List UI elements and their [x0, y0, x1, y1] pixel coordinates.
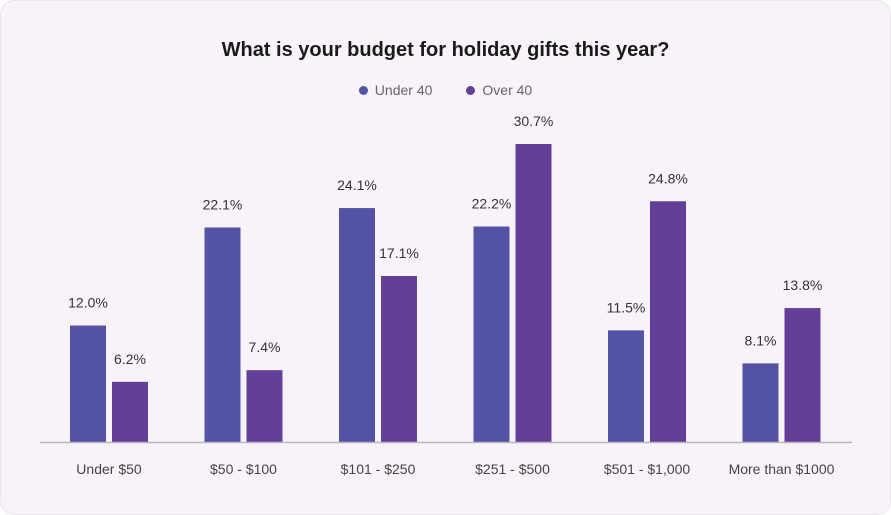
data-label-over-40-6: 13.8% [783, 277, 823, 293]
bar-under-40-5 [608, 330, 644, 442]
bar-over-40-6 [784, 308, 821, 442]
data-label-over-40-5: 24.8% [648, 170, 688, 186]
bar-under-40-1 [70, 325, 106, 442]
data-label-over-40-3: 17.1% [379, 245, 419, 261]
bar-over-40-5 [650, 201, 686, 442]
data-label-under-40-1: 12.0% [68, 295, 108, 311]
category-label-2: $50 - $100 [210, 461, 277, 477]
bar-over-40-3 [381, 276, 417, 442]
legend-swatch-under-40 [358, 85, 368, 95]
data-label-over-40-2: 7.4% [249, 339, 281, 355]
data-label-under-40-4: 22.2% [472, 196, 512, 212]
legend-label-under-40: Under 40 [374, 82, 433, 98]
bar-under-40-3 [339, 208, 375, 442]
legend-item-under-40[interactable]: Under 40 [358, 82, 433, 98]
legend-item-over-40[interactable]: Over 40 [466, 82, 532, 98]
bar-over-40-4 [515, 144, 552, 442]
bar-over-40-1 [112, 381, 148, 442]
data-label-over-40-4: 30.7% [514, 113, 554, 129]
legend-label-over-40: Over 40 [482, 82, 533, 98]
data-label-under-40-6: 8.1% [745, 332, 777, 348]
category-label-5: $501 - $1,000 [604, 461, 691, 477]
category-label-1: Under $50 [76, 461, 142, 477]
chart-title: What is your budget for holiday gifts th… [221, 39, 670, 61]
bar-under-40-2 [204, 227, 241, 442]
data-label-under-40-2: 22.1% [203, 196, 243, 212]
data-label-over-40-1: 6.2% [114, 351, 146, 367]
data-label-under-40-3: 24.1% [337, 177, 377, 193]
category-label-6: More than $1000 [729, 461, 835, 477]
bar-under-40-4 [473, 226, 510, 442]
bar-under-40-6 [742, 363, 779, 442]
category-label-4: $251 - $500 [475, 461, 550, 477]
legend-swatch-over-40 [466, 85, 476, 95]
bar-over-40-2 [246, 370, 283, 442]
category-label-3: $101 - $250 [341, 461, 416, 477]
chart-legend: Under 40 Over 40 [1, 82, 890, 98]
data-label-under-40-5: 11.5% [607, 299, 646, 315]
